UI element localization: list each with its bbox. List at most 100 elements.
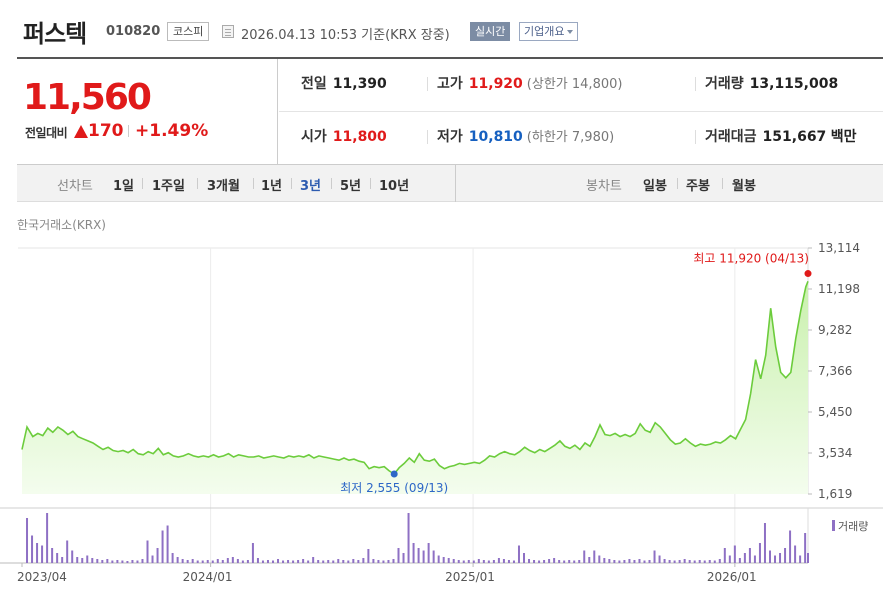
divider [677,178,678,189]
volume-bar [236,559,239,563]
open-value: 11,800 [332,129,387,145]
divider [722,178,723,189]
volume-bar [613,560,616,563]
volume-bar [598,555,601,563]
volume-bar [583,550,586,563]
line-chart-label: 선차트 [57,179,93,194]
volume-bar [784,548,787,563]
volume-bar [121,560,124,563]
up-arrow-icon [74,125,88,138]
volume-bar [397,548,400,563]
candle-weekly[interactable]: 주봉 [686,179,710,194]
volume-bar [91,558,94,563]
volume-bar [387,560,390,563]
volume-bar [272,560,275,563]
volume-bar [352,559,355,563]
divider [427,77,428,91]
volume-bar [31,535,34,563]
volume-bar [241,560,244,563]
upper-limit-label: (상한가 [526,77,568,92]
volume-bar [307,560,310,563]
corp-info-label: 기업개요 [524,25,565,38]
volume-bar [708,560,711,563]
volume-bar [312,557,315,563]
divider [331,178,332,189]
period-1d[interactable]: 1일 [113,179,135,194]
volume-bar [628,559,631,563]
market-badge: 코스피 [167,22,210,41]
divider [427,130,428,144]
change-percent: +1.49% [135,121,209,141]
volume-bar [723,548,726,563]
volume-bar [292,560,295,563]
volume-bar [256,558,259,563]
volume-bar [663,559,666,563]
volume-bar [467,560,470,563]
candle-monthly[interactable]: 월봉 [732,179,756,194]
volume-bar [327,560,330,563]
volume-bar [774,555,777,563]
stock-code: 010820 [106,24,161,39]
current-price: 11,560 [23,77,152,118]
volume-bar [96,559,99,563]
volume-bar [66,540,69,563]
period-3m[interactable]: 3개월 [207,179,240,194]
volume-bar [768,550,771,563]
volume-bar [61,557,64,563]
volume-bar [337,559,340,563]
volume-bar [718,559,721,563]
volume-bar [136,560,139,563]
volume-bar [141,559,144,563]
volume-bar [392,559,395,563]
volume-bar [342,560,345,563]
volume-bar [347,560,350,563]
volume-bar [698,560,701,563]
volume-bar [603,558,606,563]
open-cell: 시가 11,800 [301,126,387,146]
corp-info-button[interactable]: 기업개요 [519,22,579,41]
period-5y[interactable]: 5년 [340,179,362,194]
volume-bar [512,560,515,563]
volume-bar [523,553,526,563]
quote-timestamp: 2026.04.13 10:53 기준(KRX 장중) [241,28,450,43]
volume-bar [593,550,596,563]
x-tick-label: 2023/04 [17,570,67,584]
high-annotation: 최고 11,920 (04/13) [693,252,809,266]
period-1w[interactable]: 1주일 [152,179,185,194]
volume-legend-label: 거래량 [838,520,868,533]
quote-grid: 전일 11,390 고가 11,920 (상한가 14,800) 거래량 13,115,… [279,59,883,164]
volume-bar [673,560,676,563]
period-1y[interactable]: 1년 [261,179,283,194]
volume-bar [668,560,671,563]
volume-bar [743,553,746,563]
volume-bar [372,559,375,563]
volume-bar [46,513,49,563]
divider [370,178,371,189]
volume-bar [116,560,119,563]
volume-bar [302,559,305,563]
volume-bar [452,559,455,563]
open-label: 시가 [301,129,327,145]
volume-bar [763,523,766,563]
period-3y[interactable]: 3년 [300,179,322,194]
prev-close-value: 11,390 [332,76,387,92]
volume-bar [56,553,59,563]
volume-bar [688,560,691,563]
volume-bar [297,560,300,563]
volume-bar [507,560,510,563]
volume-bar [558,560,561,563]
volume-bar [683,559,686,563]
volume-bar [753,555,756,563]
volume-bar [578,560,581,563]
volume-bar [36,543,39,563]
volume-bar [86,555,89,563]
volume-bar [26,518,29,563]
stock-header: 퍼스텍 010820 코스피 2026.04.13 10:53 기준(KRX 장… [0,0,883,58]
volume-bar [317,560,320,563]
volume-bar [186,560,189,563]
candle-daily[interactable]: 일봉 [643,179,667,194]
volume-bar [402,553,405,563]
volume-bar [166,525,169,563]
period-10y[interactable]: 10년 [379,179,410,194]
volume-bar [216,559,219,563]
